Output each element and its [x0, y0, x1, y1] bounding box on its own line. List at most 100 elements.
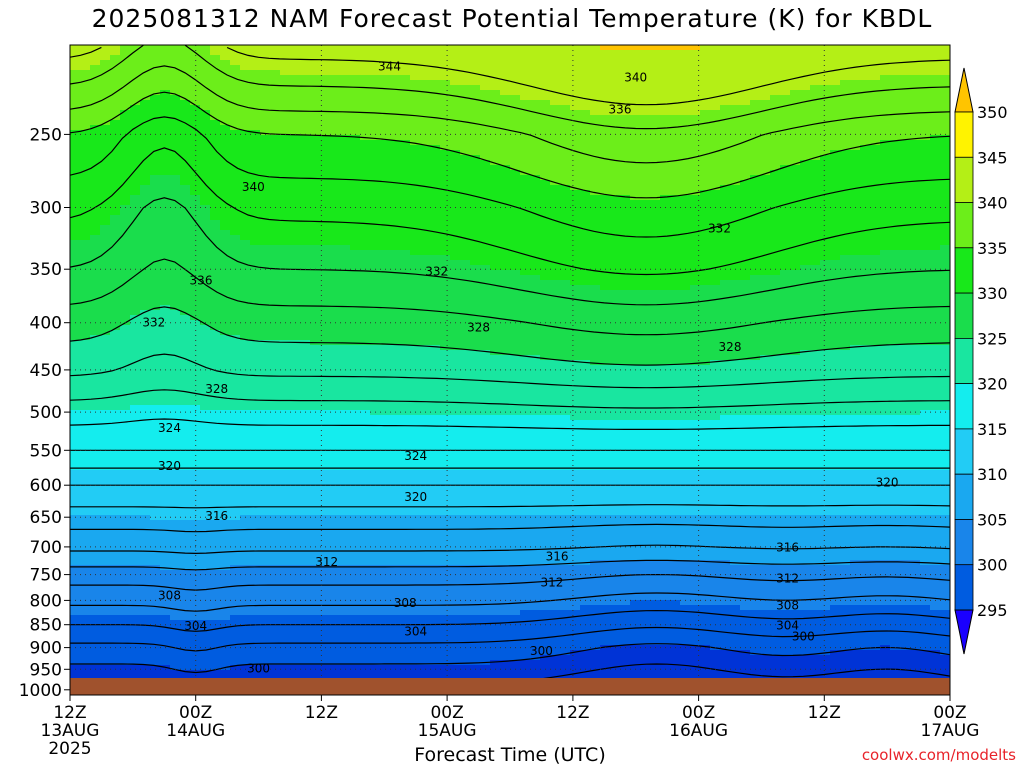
colorbar-band: [954, 337, 974, 385]
band-cell: [210, 115, 950, 121]
contour-line: [70, 306, 950, 366]
band-cell: [90, 125, 231, 131]
band-cell: [70, 375, 950, 381]
band-cell: [470, 260, 821, 266]
band-cell: [70, 575, 950, 581]
band-cell: [100, 230, 231, 236]
band-cell: [70, 630, 950, 636]
colorbar-band: [954, 428, 974, 475]
band-cell: [70, 440, 950, 446]
band-cell: [70, 605, 581, 611]
band-cell: [70, 640, 950, 646]
band-cell: [190, 190, 591, 196]
contour-label: 308: [776, 598, 799, 612]
contour-line: [70, 65, 950, 164]
band-cell: [70, 495, 950, 501]
contour-line: [70, 573, 950, 591]
band-cell: [930, 135, 950, 141]
band-cell: [70, 325, 121, 331]
band-cell: [70, 525, 950, 531]
band-cell: [840, 80, 950, 86]
band-cell: [790, 90, 950, 96]
band-cell: [520, 270, 781, 276]
band-cell: [700, 190, 950, 196]
band-cell: [210, 110, 591, 116]
contour-line: [70, 626, 950, 652]
band-cell: [70, 660, 491, 666]
band-cell: [70, 370, 950, 376]
band-cell: [70, 265, 491, 271]
band-cell: [70, 380, 950, 386]
band-cell: [360, 135, 931, 141]
band-cell: [580, 605, 741, 611]
band-cell: [70, 615, 171, 621]
band-cell: [70, 410, 371, 416]
contour-line: [70, 197, 950, 306]
x-tick-date: 17AUG: [921, 721, 980, 741]
x-tick-date: 16AUG: [669, 721, 728, 741]
band-cell: [70, 110, 121, 116]
band-cell: [70, 355, 541, 361]
contour-label: 340: [624, 71, 647, 85]
contour-label: 308: [158, 588, 181, 602]
band-cell: [520, 170, 771, 176]
contour-line: [70, 116, 950, 238]
band-cell: [130, 200, 201, 206]
band-cell: [110, 330, 221, 336]
band-cell: [210, 325, 950, 331]
band-cell: [70, 515, 151, 521]
band-cell: [70, 345, 441, 351]
band-cell: [200, 105, 571, 111]
band-cell: [70, 565, 161, 571]
contour-label: 316: [776, 541, 799, 555]
band-cell: [70, 240, 251, 246]
band-cell: [570, 185, 721, 191]
band-cell: [540, 275, 751, 281]
band-cell: [70, 190, 141, 196]
colorbar-band: [954, 247, 974, 294]
band-cell: [570, 105, 721, 111]
band-cell: [70, 430, 950, 436]
contour-label: 316: [205, 509, 228, 523]
band-cell: [70, 480, 950, 486]
colorbar-label: 335: [977, 239, 1008, 258]
credit-text: coolwx.com/modelts: [861, 746, 1016, 764]
colorbar-label: 320: [977, 375, 1008, 394]
y-axis: 250 300 350 400 450 500 550 600 650 700 750 800 850 9…: [19, 125, 70, 701]
contour-line: [70, 389, 950, 409]
colorbar-label: 305: [977, 511, 1008, 530]
contour-label: 300: [247, 661, 270, 675]
band-cell: [820, 260, 950, 266]
band-cell: [70, 170, 521, 176]
contour-label: 328: [467, 321, 490, 335]
band-cell: [70, 610, 521, 616]
contour-line: [70, 609, 950, 632]
band-cell: [730, 560, 851, 566]
contour-label: 328: [719, 340, 742, 354]
band-cell: [230, 665, 950, 671]
band-cell: [570, 415, 721, 421]
band-cell: [780, 165, 950, 171]
contour-line: [70, 504, 950, 509]
band-cell: [710, 360, 950, 366]
band-cell: [100, 60, 231, 66]
band-cell: [490, 265, 801, 271]
x-tick-label: 00Z: [179, 703, 212, 723]
band-cell: [200, 200, 950, 206]
x-tick-date: 14AUG: [166, 721, 225, 741]
band-cell: [70, 315, 131, 321]
colorbar-label: 345: [977, 148, 1008, 167]
band-cell: [720, 280, 950, 286]
contour-line: [70, 91, 950, 199]
band-cell: [590, 360, 711, 366]
contour-label: 320: [158, 459, 181, 473]
band-cell: [540, 655, 950, 661]
band-cell: [920, 410, 950, 416]
band-cell: [490, 660, 950, 666]
band-cell: [480, 85, 811, 91]
y-tick-label: 250: [30, 125, 62, 145]
colorbar-label: 310: [977, 465, 1008, 484]
colorbar-label: 315: [977, 420, 1008, 439]
band-cell: [370, 410, 921, 416]
band-cell: [180, 180, 551, 186]
